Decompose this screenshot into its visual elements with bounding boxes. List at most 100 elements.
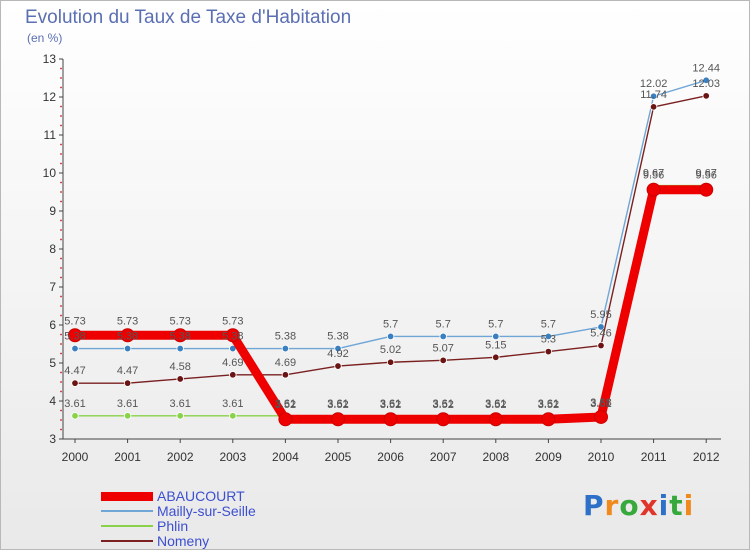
y-minor-tick: [60, 143, 62, 146]
data-point-nomeny: [229, 371, 237, 379]
y-minor-tick: [60, 295, 62, 298]
y-minor-tick: [60, 371, 62, 374]
data-point-mailly-sur-seille: [123, 344, 132, 353]
data-label-nomeny: 4.69: [222, 357, 243, 369]
data-point-abaucourt: [383, 412, 398, 427]
data-point-abaucourt: [225, 328, 240, 343]
data-label-mailly-sur-seille: 5.38: [327, 331, 348, 343]
data-point-nomeny: [439, 356, 447, 365]
y-minor-tick: [60, 191, 62, 193]
y-minor-tick: [60, 409, 62, 412]
y-tick-label: 9: [49, 204, 56, 218]
data-label-mailly-sur-seille: 12.02: [640, 78, 668, 90]
data-point-nomeny: [597, 341, 605, 350]
y-minor-tick: [60, 229, 62, 231]
data-point-abaucourt: [278, 412, 293, 427]
data-label-nomeny: 4.58: [169, 361, 190, 373]
data-label-phlin: 3.61: [380, 398, 401, 410]
y-minor-tick: [60, 305, 62, 307]
data-label-abaucourt: 3.52: [538, 399, 559, 411]
logo-letter: t: [669, 489, 684, 522]
data-label-nomeny: 5.15: [485, 339, 506, 351]
logo-letter: i: [658, 489, 670, 522]
data-point-mailly-sur-seille: [386, 332, 395, 341]
data-point-mailly-sur-seille: [439, 332, 447, 341]
x-tick-label: 2003: [219, 450, 246, 464]
data-label-mailly-sur-seille: 5.38: [64, 331, 85, 343]
data-point-nomeny: [702, 92, 710, 100]
y-minor-tick: [60, 124, 62, 127]
y-tick-label: 7: [49, 280, 56, 294]
data-label-mailly-sur-seille: 5.7: [488, 318, 503, 330]
data-label-abaucourt: 3.52: [327, 399, 348, 411]
legend-swatch-phlin: [101, 525, 153, 527]
data-point-nomeny: [386, 358, 395, 366]
data-label-abaucourt: 9.56: [643, 170, 664, 182]
data-label-nomeny: 4.69: [275, 357, 296, 369]
data-label-mailly-sur-seille: 5.7: [541, 318, 556, 330]
data-label-abaucourt: 5.73: [64, 315, 85, 327]
data-label-abaucourt: 9.56: [695, 170, 716, 182]
data-point-nomeny: [176, 375, 184, 383]
data-label-nomeny: 4.47: [117, 365, 138, 377]
data-point-mailly-sur-seille: [71, 344, 79, 353]
data-label-phlin: 3.61: [117, 398, 138, 410]
data-label-phlin: 3.61: [432, 398, 453, 410]
y-minor-tick: [60, 276, 62, 279]
data-point-abaucourt: [699, 182, 714, 197]
data-point-mailly-sur-seille: [702, 76, 710, 84]
series-line-abaucourt: [75, 185, 707, 424]
y-tick-label: 10: [43, 166, 57, 180]
data-label-phlin: 3.61: [538, 398, 559, 410]
x-tick-label: 2009: [535, 450, 562, 464]
data-point-mailly-sur-seille: [597, 323, 605, 331]
data-label-phlin: 9.67: [643, 168, 664, 180]
data-point-mailly-sur-seille: [176, 344, 184, 353]
logo-letter: x: [639, 489, 659, 522]
data-label-mailly-sur-seille: 5.38: [222, 331, 243, 343]
data-label-nomeny: 4.47: [64, 365, 85, 377]
legend-label-mailly-sur-seille: Mailly-sur-Seille: [157, 503, 256, 519]
x-tick-label: 2012: [693, 450, 720, 464]
y-minor-tick: [60, 352, 62, 355]
x-tick-label: 2002: [167, 450, 194, 464]
y-tick-label: 5: [49, 356, 56, 370]
data-point-mailly-sur-seille: [492, 332, 500, 341]
x-tick-label: 2010: [588, 450, 615, 464]
data-label-phlin: 3.61: [327, 398, 348, 410]
y-tick-label: 11: [44, 128, 57, 142]
data-point-mailly-sur-seille: [544, 332, 553, 341]
data-label-mailly-sur-seille: 5.38: [275, 331, 296, 343]
y-minor-tick: [60, 238, 62, 241]
x-tick-label: 2004: [272, 450, 299, 464]
y-minor-tick: [60, 381, 62, 383]
data-label-phlin: 9.67: [695, 168, 716, 180]
data-label-nomeny: 5.3: [541, 334, 556, 346]
data-point-phlin: [123, 412, 132, 420]
data-label-phlin: 3.61: [169, 398, 190, 410]
data-point-abaucourt: [173, 328, 188, 343]
y-minor-tick: [60, 343, 62, 345]
x-tick-label: 2011: [641, 450, 667, 464]
data-label-nomeny: 4.92: [327, 348, 348, 360]
data-point-nomeny: [123, 379, 132, 387]
data-label-abaucourt: 3.52: [380, 399, 401, 411]
proxiti-logo: Proxiti: [583, 489, 694, 522]
logo-letter: o: [619, 489, 640, 522]
y-minor-tick: [60, 419, 62, 421]
data-point-phlin: [229, 412, 237, 420]
legend-label-nomeny: Nomeny: [157, 533, 210, 549]
data-label-phlin: 3.61: [64, 398, 85, 410]
x-tick-label: 2005: [325, 450, 352, 464]
data-label-phlin: 3.61: [222, 398, 243, 410]
data-point-abaucourt: [436, 412, 451, 427]
x-tick-label: 2001: [114, 450, 141, 464]
data-label-abaucourt: 3.52: [432, 399, 453, 411]
data-point-abaucourt: [488, 412, 503, 427]
data-label-nomeny: 12.03: [692, 78, 720, 90]
logo-letter: P: [583, 489, 605, 522]
data-label-phlin: 3.61: [275, 398, 296, 410]
y-minor-tick: [60, 390, 62, 393]
